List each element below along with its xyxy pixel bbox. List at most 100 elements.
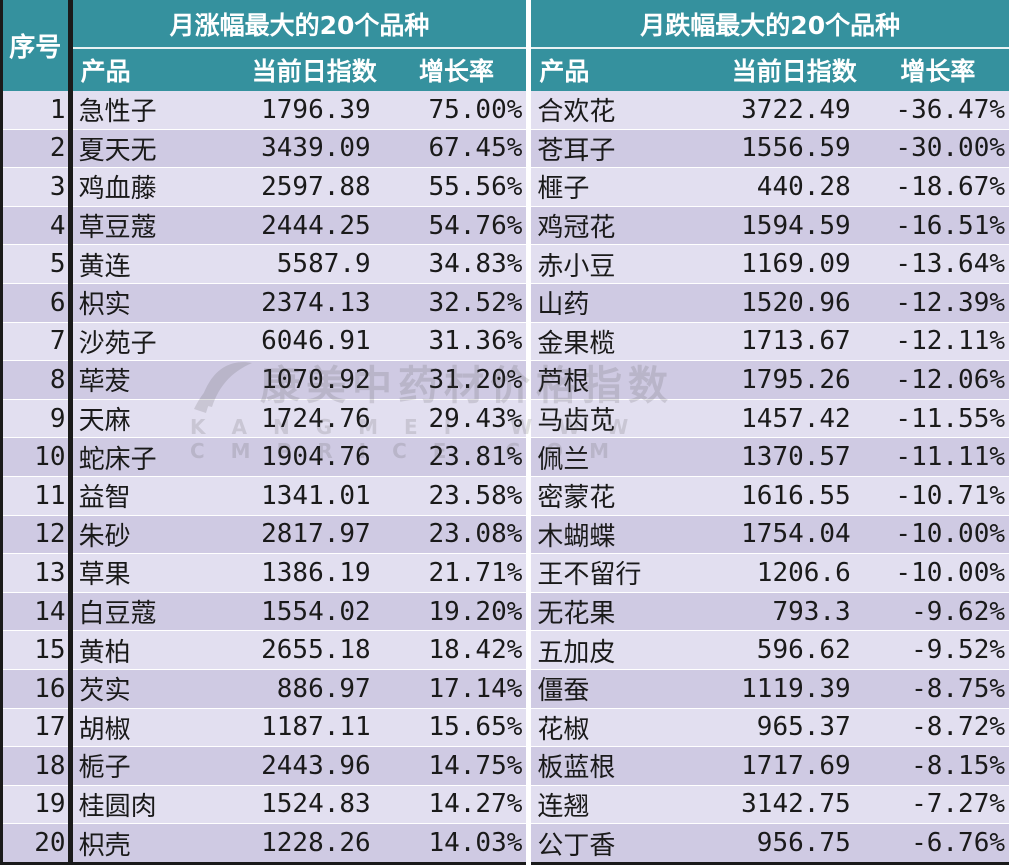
fall-rate-cell: -9.62% [866,592,1009,632]
fall-rate-cell: -18.67% [866,167,1009,207]
rise-index-cell: 6046.91 [211,322,387,362]
table-row: 11 益智 1341.01 23.58% 密蒙花 1616.55 -10.71% [0,476,1009,516]
fall-product-cell: 榧子 [526,167,662,207]
fall-product-cell: 金果榄 [526,322,662,362]
seq-cell: 13 [0,553,73,593]
rise-product-cell: 蛇床子 [70,437,212,477]
table-row: 9 天麻 1724.76 29.43% 马齿苋 1457.42 -11.55% [0,399,1009,439]
rise-index-cell: 2444.25 [211,206,387,246]
seq-cell: 14 [0,592,73,632]
fall-index-cell: 1457.42 [662,399,867,439]
rise-rate-cell: 23.58% [386,476,529,516]
rise-rate-cell: 23.81% [386,437,529,477]
rise-index-cell: 3439.09 [211,129,387,169]
fall-index-cell: 3722.49 [662,91,867,130]
rise-rate-cell: 34.83% [386,244,529,284]
table-row: 5 黄连 5587.9 34.83% 赤小豆 1169.09 -13.64% [0,244,1009,284]
seq-cell: 17 [0,708,73,748]
seq-cell: 2 [0,129,73,169]
fall-rate-cell: -10.00% [866,553,1009,593]
rise-product-cell: 枳实 [70,283,212,323]
fall-index-cell: 965.37 [662,708,867,748]
rise-rate-cell: 17.14% [386,669,529,709]
seq-cell: 20 [0,823,73,865]
rise-product-cell: 沙苑子 [70,322,212,362]
rise-index-cell: 886.97 [211,669,387,709]
fall-product-cell: 无花果 [526,592,662,632]
fall-product-cell: 赤小豆 [526,244,662,284]
seq-cell: 10 [0,437,73,477]
fall-rate-cell: -11.55% [866,399,1009,439]
table-row: 2 夏天无 3439.09 67.45% 苍耳子 1556.59 -30.00% [0,129,1009,169]
fall-rate-cell: -11.11% [866,437,1009,477]
rise-rate-cell: 31.36% [386,322,529,362]
rise-product-header: 产品 [70,48,212,91]
table-row: 6 枳实 2374.13 32.52% 山药 1520.96 -12.39% [0,283,1009,323]
rise-rate-cell: 14.75% [386,746,529,786]
seq-cell: 11 [0,476,73,516]
table-row: 18 栀子 2443.96 14.75% 板蓝根 1717.69 -8.15% [0,746,1009,786]
rise-rate-cell: 15.65% [386,708,529,748]
fall-index-cell: 1206.6 [662,553,867,593]
fall-index-cell: 1713.67 [662,322,867,362]
rise-index-cell: 2655.18 [211,630,387,670]
fall-index-cell: 440.28 [662,167,867,207]
rise-product-cell: 栀子 [70,746,212,786]
rise-rate-cell: 21.71% [386,553,529,593]
rise-index-cell: 1554.02 [211,592,387,632]
table-row: 19 桂圆肉 1524.83 14.27% 连翘 3142.75 -7.27% [0,785,1009,825]
fall-index-cell: 1754.04 [662,515,867,555]
fall-rate-cell: -8.15% [866,746,1009,786]
fall-index-cell: 1520.96 [662,283,867,323]
seq-cell: 5 [0,244,73,284]
rise-product-cell: 夏天无 [70,129,212,169]
seq-cell: 6 [0,283,73,323]
fall-rate-cell: -10.71% [866,476,1009,516]
rise-index-header: 当前日指数 [211,48,387,91]
fall-product-cell: 佩兰 [526,437,662,477]
table-row: 16 芡实 886.97 17.14% 僵蚕 1119.39 -8.75% [0,669,1009,709]
rise-product-cell: 桂圆肉 [70,785,212,825]
fall-rate-cell: -7.27% [866,785,1009,825]
table-body: 1 急性子 1796.39 75.00% 合欢花 3722.49 -36.47% 2 夏天无 34… [0,91,1009,865]
fall-index-cell: 1616.55 [662,476,867,516]
rise-group-title: 月涨幅最大的20个品种 [70,0,529,49]
fall-rate-cell: -10.00% [866,515,1009,555]
rise-index-cell: 1187.11 [211,708,387,748]
rise-index-cell: 1070.92 [211,360,387,400]
rise-index-cell: 1724.76 [211,399,387,439]
header-row-titles: 序号 月涨幅最大的20个品种 月跌幅最大的20个品种 [0,0,1009,91]
fall-rate-cell: -12.11% [866,322,1009,362]
rise-product-cell: 黄连 [70,244,212,284]
fall-product-cell: 五加皮 [526,630,662,670]
rise-rate-cell: 54.76% [386,206,529,246]
fall-rate-cell: -8.75% [866,669,1009,709]
seq-cell: 15 [0,630,73,670]
rise-rate-cell: 14.03% [386,823,529,865]
seq-cell: 7 [0,322,73,362]
rise-product-cell: 枳壳 [70,823,212,865]
seq-cell: 16 [0,669,73,709]
rise-index-cell: 5587.9 [211,244,387,284]
fall-product-cell: 山药 [526,283,662,323]
table-row: 3 鸡血藤 2597.88 55.56% 榧子 440.28 -18.67% [0,167,1009,207]
seq-column-header: 序号 [0,0,73,91]
rise-index-cell: 1524.83 [211,785,387,825]
fall-index-cell: 1119.39 [662,669,867,709]
rise-rate-cell: 29.43% [386,399,529,439]
fall-product-cell: 合欢花 [526,91,662,130]
rise-product-cell: 天麻 [70,399,212,439]
table-row: 14 白豆蔻 1554.02 19.20% 无花果 793.3 -9.62% [0,592,1009,632]
rise-index-cell: 2817.97 [211,515,387,555]
fall-product-cell: 连翘 [526,785,662,825]
rise-rate-cell: 75.00% [386,91,529,130]
fall-rate-cell: -13.64% [866,244,1009,284]
table-row: 4 草豆蔻 2444.25 54.76% 鸡冠花 1594.59 -16.51% [0,206,1009,246]
seq-cell: 12 [0,515,73,555]
rise-rate-cell: 67.45% [386,129,529,169]
fall-product-cell: 芦根 [526,360,662,400]
rise-index-cell: 1341.01 [211,476,387,516]
fall-product-cell: 苍耳子 [526,129,662,169]
seq-cell: 19 [0,785,73,825]
